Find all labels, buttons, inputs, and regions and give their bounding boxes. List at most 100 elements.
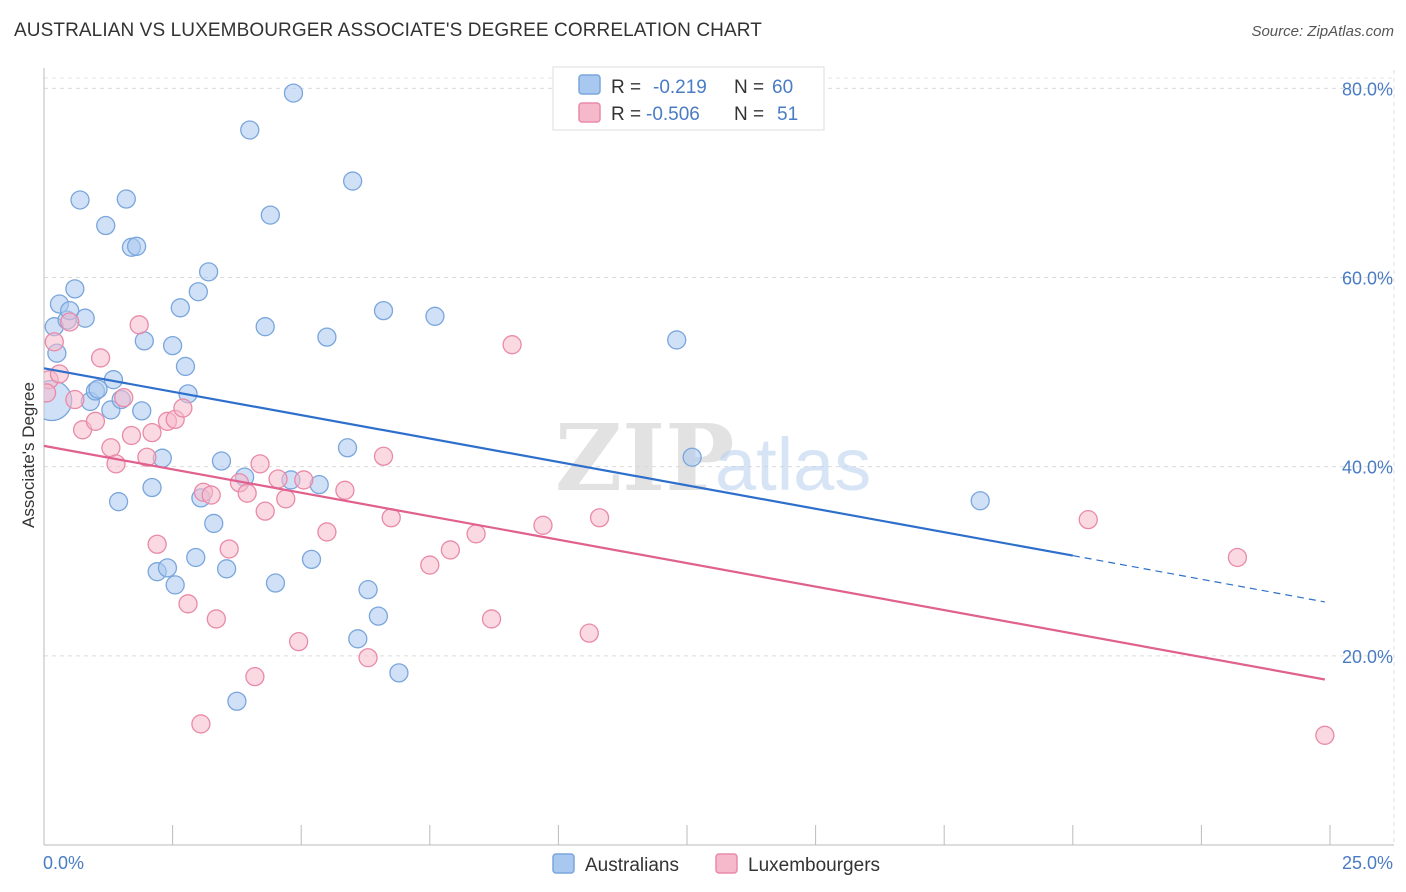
y-tick-labels: 20.0% 40.0% 60.0% 80.0% [1342,79,1393,666]
australians-point-42 [260,205,280,225]
luxembourgers-point-14 [142,422,162,443]
y-tick-label-2: 60.0% [1342,269,1393,289]
australians-point-12 [96,215,116,236]
australians-point-35 [204,513,224,534]
legend-n-value-2: 51 [777,104,798,125]
luxembourgers-point-39 [420,555,440,575]
australians-point-40 [240,120,260,140]
luxembourgers-point-50 [44,383,57,403]
luxembourgers-point-15 [147,534,167,554]
australians-point-48 [317,327,337,347]
australians-trend-extension [1072,555,1325,603]
luxembourgers-point-40 [440,540,461,560]
luxembourgers-point-6 [85,411,106,431]
x-tick-label-0: 0.0% [43,853,84,873]
luxembourgers-point-37 [373,446,394,466]
australians-point-25 [157,558,178,578]
australians-point-28 [170,298,190,318]
australians-point-58 [682,447,702,467]
australians-point-52 [358,579,378,600]
legend-n-label-1: N = [734,77,764,98]
legend-swatch-blue [578,74,601,95]
luxembourgers-point-13 [137,447,157,467]
watermark-atlas: atlas [715,423,871,506]
australians-point-41 [255,317,275,337]
australians-point-49 [337,438,358,458]
top-legend: R = -0.219 N = 60 R = -0.506 N = 51 [552,66,825,131]
australians-point-37 [216,559,237,579]
watermark: ZIP atlas [555,404,871,512]
luxembourgers-point-10 [114,387,134,408]
luxembourgers-point-49 [1315,725,1335,745]
legend-swatch-pink [578,102,601,123]
luxembourgers-point-19 [178,594,198,614]
australians-point-55 [389,663,409,683]
luxembourgers-point-11 [121,425,142,446]
luxembourgers-point-46 [589,508,610,528]
australians-point-53 [368,606,389,626]
luxembourgers-point-34 [317,522,337,542]
australians-point-21 [134,331,154,351]
australians-point-15 [108,492,129,512]
luxembourgers-point-20 [191,714,211,734]
australians-point-19 [126,236,147,256]
luxembourgers-point-2 [49,364,70,384]
luxembourgers-point-22 [201,485,221,505]
luxembourgers-point-7 [90,348,111,368]
luxembourgers-point-41 [466,524,486,544]
y-tick-label-3: 80.0% [1342,79,1393,99]
australians-point-46 [301,549,322,570]
legend-n-label-2: N = [734,104,764,125]
australians-point-34 [198,262,219,282]
luxembourgers-point-24 [219,539,239,559]
australians-point-32 [188,282,208,302]
australians-point-45 [283,83,304,103]
luxembourgers-point-47 [1078,510,1098,530]
luxembourgers-point-44 [533,515,553,535]
axes [43,68,1394,846]
y-axis-title: Associate's Degree [19,382,38,528]
luxembourgers-point-36 [358,648,378,668]
australians-point-11 [88,379,108,399]
luxembourgers-point-8 [101,438,121,458]
australians-point-36 [211,451,232,471]
legend-r-value-2: -0.506 [646,104,700,125]
luxembourgers-point-31 [276,489,296,509]
luxembourgers-point-18 [173,398,193,418]
luxembourgers-point-43 [502,335,522,355]
australians-trend-line [43,367,1073,557]
luxembourgers-point-26 [237,483,257,503]
australians-point-7 [70,190,90,210]
legend-r-label-1: R = [611,77,641,98]
data-points [44,83,1335,745]
legend-n-value-1: 60 [772,77,793,98]
luxembourgers-point-1 [44,332,64,352]
luxembourgers-point-4 [65,389,85,410]
luxembourgers-point-23 [206,609,226,629]
australians-point-51 [348,629,368,649]
australians-point-54 [373,300,394,321]
australians-point-56 [425,306,445,326]
bottom-legend: Australians Luxembourgers [552,853,880,876]
bottom-legend-luxembourgers: Luxembourgers [748,855,880,876]
luxembourgers-point-42 [481,609,502,629]
bottom-legend-swatch-luxembourgers [715,853,738,874]
bottom-legend-australians: Australians [585,855,679,876]
y-tick-label-1: 40.0% [1342,458,1393,478]
australians-point-22 [142,477,162,498]
luxembourgers-point-3 [60,312,80,332]
australians-point-59 [970,491,990,511]
luxembourgers-point-28 [250,454,270,474]
bottom-legend-swatch-australians [552,853,575,874]
luxembourgers-point-45 [579,623,599,643]
australians-point-20 [132,401,152,421]
australians-point-27 [165,575,185,595]
legend-r-value-1: -0.219 [653,77,707,98]
australians-point-31 [186,547,206,568]
australians-point-29 [175,356,196,377]
watermark-zip: ZIP [555,404,734,512]
australians-point-17 [116,189,136,209]
australians-point-43 [265,573,286,593]
australians-point-38 [227,691,247,711]
